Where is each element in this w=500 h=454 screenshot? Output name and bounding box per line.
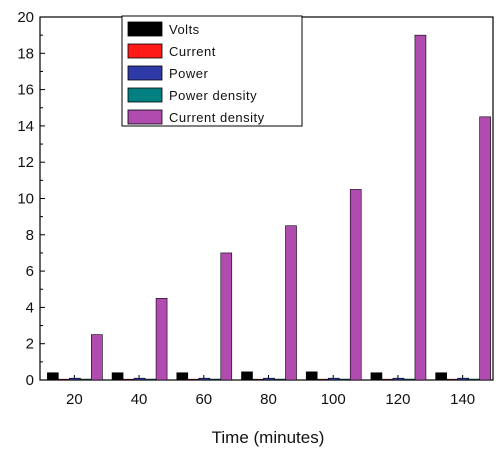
legend-swatch bbox=[127, 43, 163, 59]
y-tick-label: 12 bbox=[17, 154, 34, 171]
bar-current-density bbox=[220, 252, 233, 381]
x-tick-label: 100 bbox=[321, 391, 346, 408]
y-tick-label: 4 bbox=[26, 299, 34, 316]
bar-volts bbox=[111, 372, 124, 381]
bar-power-density bbox=[80, 378, 92, 381]
legend-swatch bbox=[127, 109, 163, 125]
bar-current-density bbox=[285, 225, 297, 381]
bar-volts bbox=[47, 372, 59, 381]
legend-label: Volts bbox=[169, 22, 200, 37]
x-axis-title: Time (minutes) bbox=[212, 428, 325, 447]
y-tick-label: 6 bbox=[26, 263, 34, 280]
legend-label: Power density bbox=[169, 88, 257, 103]
bar-volts bbox=[370, 372, 383, 381]
bar-power bbox=[263, 377, 275, 381]
x-tick-label: 40 bbox=[131, 391, 148, 408]
y-tick-label: 2 bbox=[26, 336, 34, 353]
bar-current-density bbox=[414, 34, 427, 381]
bar-power bbox=[133, 377, 146, 381]
bar-current bbox=[187, 378, 200, 381]
bar-current bbox=[252, 378, 264, 381]
legend-label: Power bbox=[169, 66, 209, 81]
bar-current bbox=[446, 378, 458, 381]
legend-label: Current density bbox=[169, 110, 265, 125]
bar-current bbox=[381, 378, 394, 381]
bar-current bbox=[122, 378, 135, 381]
y-tick-label: 14 bbox=[17, 118, 34, 135]
legend-swatch bbox=[127, 21, 163, 37]
bar-power-density bbox=[338, 378, 351, 381]
y-tick-label: 10 bbox=[17, 191, 34, 208]
x-tick-label: 20 bbox=[66, 391, 83, 408]
bar-power-density bbox=[403, 378, 416, 381]
bar-volts bbox=[305, 371, 318, 381]
bar-power-density bbox=[144, 378, 157, 381]
y-tick-label: 18 bbox=[17, 45, 34, 62]
bar-power-density bbox=[468, 378, 480, 381]
bar-current bbox=[316, 378, 329, 381]
legend-label: Current bbox=[169, 44, 216, 59]
bar-power-density bbox=[209, 378, 222, 381]
x-tick-label: 140 bbox=[450, 391, 475, 408]
bar-current bbox=[58, 378, 70, 381]
y-tick-label: 20 bbox=[17, 9, 34, 26]
legend-swatch bbox=[127, 87, 163, 103]
legend: Volts Current Power Power density Current de… bbox=[121, 15, 303, 127]
y-tick-label: 0 bbox=[26, 372, 34, 389]
bar-current-density bbox=[479, 116, 491, 381]
plot-area: 0 2 4 6 8 10 12 14 16 18 20 20 40 60 80 100 120 140 bbox=[17, 9, 494, 408]
bar-power bbox=[392, 377, 405, 381]
bar-power bbox=[69, 377, 81, 381]
y-tick-label: 16 bbox=[17, 82, 34, 99]
y-tick-label: 8 bbox=[26, 227, 34, 244]
bar-volts bbox=[241, 371, 253, 381]
bar-current-density bbox=[349, 189, 362, 381]
bar-current-density bbox=[91, 334, 103, 381]
bar-power-density bbox=[274, 378, 286, 381]
bar-power bbox=[198, 377, 211, 381]
x-tick-label: 120 bbox=[385, 391, 410, 408]
bar-current-density bbox=[155, 298, 168, 381]
bar-power bbox=[327, 377, 340, 381]
x-tick-label: 80 bbox=[260, 391, 277, 408]
x-tick-label: 60 bbox=[195, 391, 212, 408]
legend-swatch bbox=[127, 65, 163, 81]
bar-volts bbox=[176, 372, 189, 381]
bar-volts bbox=[435, 372, 447, 381]
bar-power bbox=[457, 377, 469, 381]
